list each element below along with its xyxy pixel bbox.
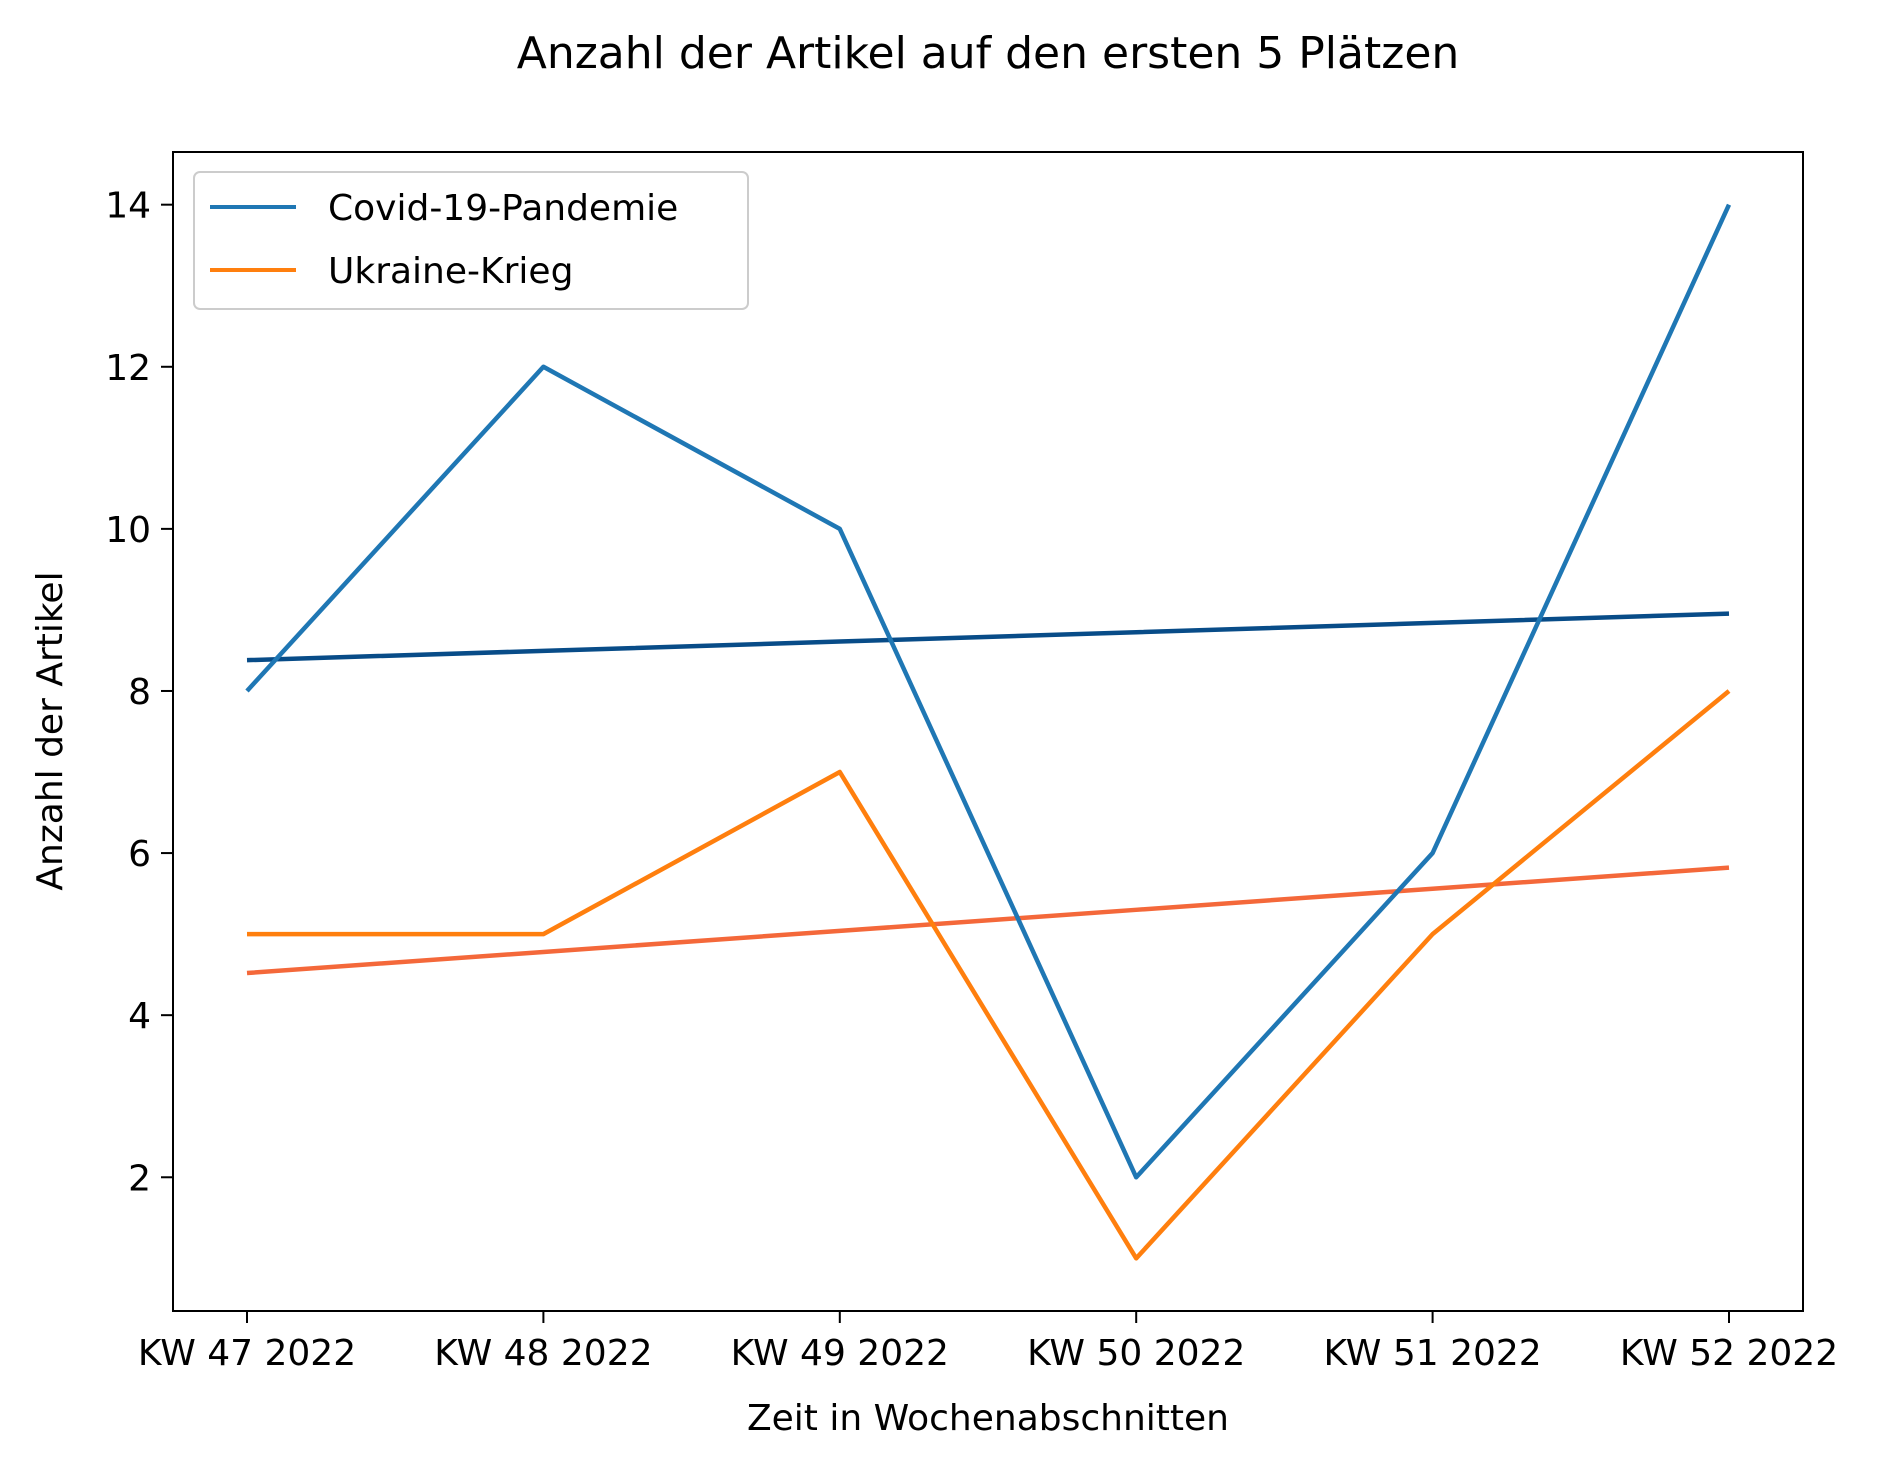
plot-area-frame (172, 151, 1804, 1312)
y-tick-label: 2 (128, 1158, 151, 1199)
y-tick-label: 8 (128, 672, 151, 713)
x-tick-label: KW 51 2022 (1323, 1333, 1541, 1374)
x-tick-label: KW 50 2022 (1027, 1333, 1245, 1374)
x-axis-label: Zeit in Wochenabschnitten (747, 1398, 1229, 1439)
y-axis: 2 4 6 8 10 12 14 (105, 186, 173, 1199)
x-tick-label: KW 52 2022 (1620, 1333, 1838, 1374)
y-tick-label: 12 (105, 348, 151, 389)
x-tick-label: KW 49 2022 (731, 1333, 949, 1374)
trendline-0 (246, 611, 1730, 663)
legend: Covid-19-Pandemie Ukraine-Krieg (193, 171, 749, 310)
y-tick-label: 4 (128, 996, 151, 1037)
legend-label-ukraine: Ukraine-Krieg (328, 251, 573, 292)
trendlines (246, 611, 1730, 976)
y-tick-label: 10 (105, 510, 151, 551)
legend-box (193, 171, 749, 310)
series-lines (245, 203, 1732, 1261)
x-tick-label: KW 48 2022 (434, 1333, 652, 1374)
legend-label-covid: Covid-19-Pandemie (328, 188, 678, 229)
y-axis-label: Anzahl der Artikel (30, 571, 71, 890)
series-line-1 (247, 689, 1731, 1261)
trendline-1 (246, 865, 1730, 976)
y-tick-label: 6 (128, 834, 151, 875)
y-tick-label: 14 (105, 186, 151, 227)
chart-title: Anzahl der Artikel auf den ersten 5 Plät… (517, 28, 1460, 79)
x-axis: KW 47 2022 KW 48 2022 KW 49 2022 KW 50 2022… (138, 1311, 1838, 1374)
x-tick-label: KW 47 2022 (138, 1333, 356, 1374)
series-line-0 (245, 203, 1732, 1180)
